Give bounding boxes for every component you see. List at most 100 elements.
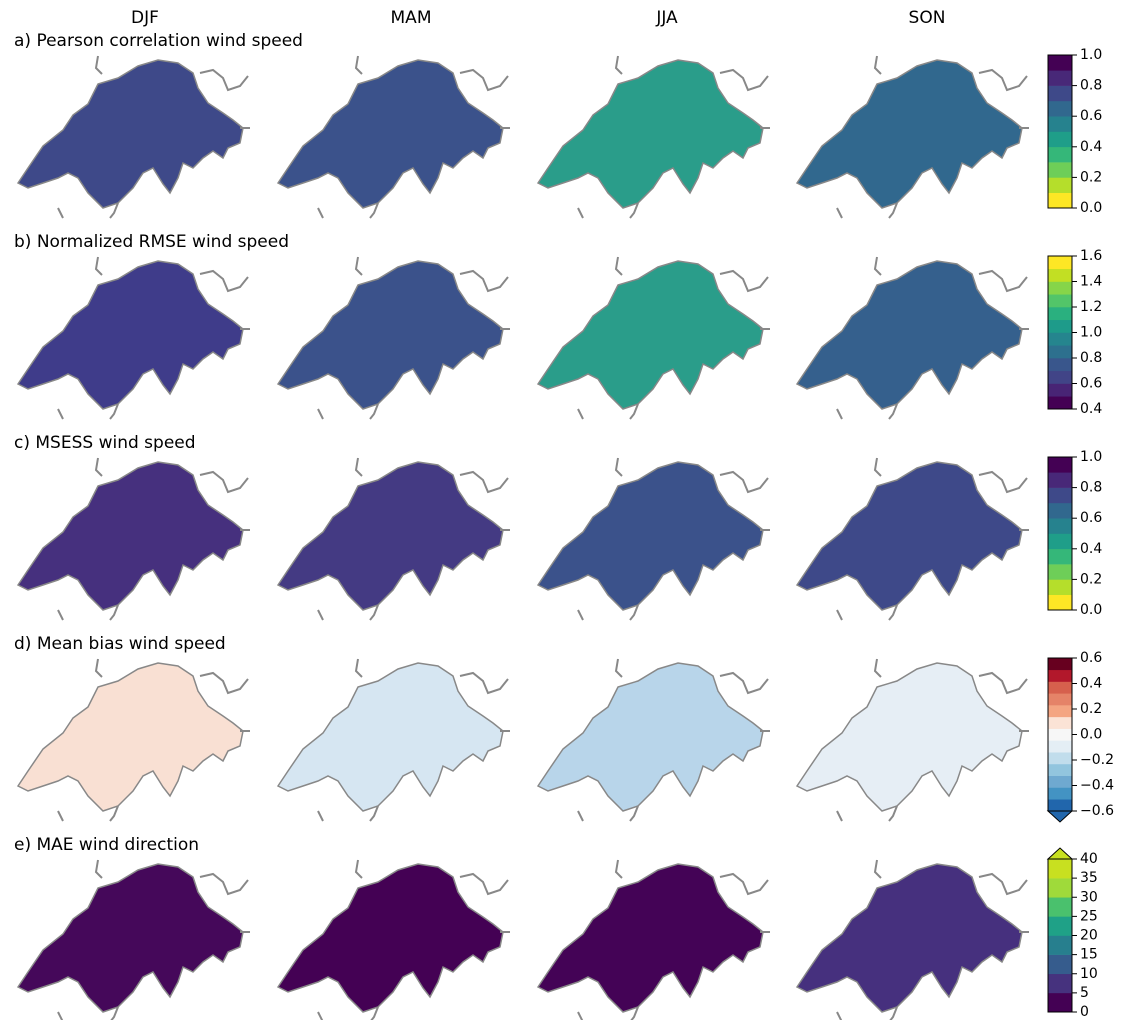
- map: [17, 256, 251, 420]
- colorbar-tick-label: 10: [1080, 966, 1098, 982]
- colorbar-band: [1048, 799, 1072, 812]
- colorbar-tick-label: 0.4: [1080, 541, 1102, 557]
- country-shape: [537, 662, 764, 812]
- colorbar-band: [1048, 100, 1072, 117]
- colorbar-band: [1048, 548, 1072, 565]
- colorbar-tick-label: 1.0: [1080, 325, 1102, 341]
- country-shape: [796, 461, 1023, 611]
- colorbar-tick-label: 0.6: [1080, 108, 1102, 124]
- map: [17, 658, 251, 822]
- colorbar-tick-label: −0.4: [1080, 778, 1114, 794]
- country-shape: [17, 59, 244, 209]
- map: [537, 859, 771, 1020]
- country-shape: [277, 461, 504, 611]
- colorbar-tick-label: 25: [1080, 908, 1098, 924]
- map: [537, 658, 771, 822]
- colorbar-band: [1048, 693, 1072, 706]
- map: [17, 457, 251, 621]
- colorbar-extend: [1046, 847, 1074, 860]
- colorbar-tick-label: 35: [1080, 870, 1098, 886]
- colorbar-band: [1048, 752, 1072, 765]
- colorbar-band: [1048, 973, 1072, 994]
- colorbar-band: [1048, 705, 1072, 718]
- column-title: JJA: [655, 8, 678, 28]
- colorbar-tick-label: 0.0: [1080, 727, 1102, 743]
- country-shape: [796, 260, 1023, 410]
- colorbar-band: [1048, 370, 1072, 384]
- colorbar-band: [1048, 162, 1072, 178]
- colorbar-tick-label: 0: [1080, 1004, 1089, 1020]
- colorbar-band: [1048, 775, 1072, 788]
- colorbar-band: [1048, 533, 1072, 550]
- map: [277, 256, 511, 420]
- map: [277, 457, 511, 621]
- colorbar-tick-label: −0.2: [1080, 752, 1114, 768]
- map: [17, 55, 251, 219]
- colorbar-band: [1048, 55, 1072, 71]
- panel-title: b) Normalized RMSE wind speed: [14, 232, 289, 252]
- colorbar-tick-label: 0.2: [1080, 571, 1102, 587]
- country-shape: [277, 863, 504, 1013]
- colorbar-tick-label: 1.4: [1080, 274, 1102, 290]
- colorbar-tick-label: 0.8: [1080, 480, 1102, 496]
- colorbar-band: [1048, 787, 1072, 800]
- country-shape: [277, 662, 504, 812]
- colorbar-tick-label: 0.6: [1080, 376, 1102, 392]
- country-shape: [796, 863, 1023, 1013]
- colorbar-band: [1048, 716, 1072, 729]
- column-title: SON: [909, 8, 946, 28]
- colorbar-band: [1048, 669, 1072, 682]
- map: [796, 859, 1030, 1020]
- colorbar-tick-label: 1.2: [1080, 299, 1102, 315]
- panel-title: c) MSESS wind speed: [14, 433, 196, 453]
- map: [277, 859, 511, 1020]
- colorbar-tick-label: 0.2: [1080, 169, 1102, 185]
- colorbar-tick-label: 0.6: [1080, 510, 1102, 526]
- colorbar-band: [1048, 457, 1072, 473]
- country-shape: [537, 59, 764, 209]
- country-shape: [17, 662, 244, 812]
- map: [17, 859, 251, 1020]
- country-shape: [537, 863, 764, 1013]
- colorbar-band: [1048, 177, 1072, 193]
- panel-title: d) Mean bias wind speed: [14, 634, 226, 654]
- colorbar-band: [1048, 146, 1072, 163]
- colorbar-tick-label: 0.4: [1080, 676, 1102, 692]
- colorbar-band: [1048, 383, 1072, 397]
- colorbar-band: [1048, 307, 1072, 321]
- colorbar-band: [1048, 658, 1072, 671]
- colorbar-band: [1048, 954, 1072, 975]
- map: [537, 457, 771, 621]
- colorbar-band: [1048, 935, 1072, 955]
- colorbar-tick-label: 40: [1080, 851, 1098, 867]
- country-shape: [796, 662, 1023, 812]
- colorbar-band: [1048, 740, 1072, 753]
- map: [796, 457, 1030, 621]
- colorbar-band: [1048, 472, 1072, 488]
- colorbar-tick-label: 1.0: [1080, 449, 1102, 465]
- colorbar-tick-label: 30: [1080, 889, 1098, 905]
- colorbar-band: [1048, 256, 1072, 270]
- colorbar-tick-label: 0.8: [1080, 350, 1102, 366]
- colorbar-band: [1048, 487, 1072, 504]
- colorbar-band: [1048, 85, 1072, 102]
- map: [277, 55, 511, 219]
- colorbar-band: [1048, 396, 1072, 410]
- colorbar-extend: [1046, 810, 1074, 823]
- country-shape: [537, 461, 764, 611]
- colorbar-band: [1048, 878, 1072, 898]
- colorbar-band: [1048, 345, 1072, 359]
- colorbar-tick-label: −0.6: [1080, 803, 1114, 819]
- colorbar-band: [1048, 281, 1072, 295]
- map: [796, 658, 1030, 822]
- country-shape: [17, 461, 244, 611]
- colorbar-band: [1048, 992, 1072, 1013]
- country-shape: [277, 260, 504, 410]
- colorbar-band: [1048, 268, 1072, 282]
- colorbar-band: [1048, 319, 1072, 333]
- colorbar-tick-label: 5: [1080, 985, 1089, 1001]
- colorbar-band: [1048, 681, 1072, 694]
- colorbar-band: [1048, 294, 1072, 308]
- map: [796, 256, 1030, 420]
